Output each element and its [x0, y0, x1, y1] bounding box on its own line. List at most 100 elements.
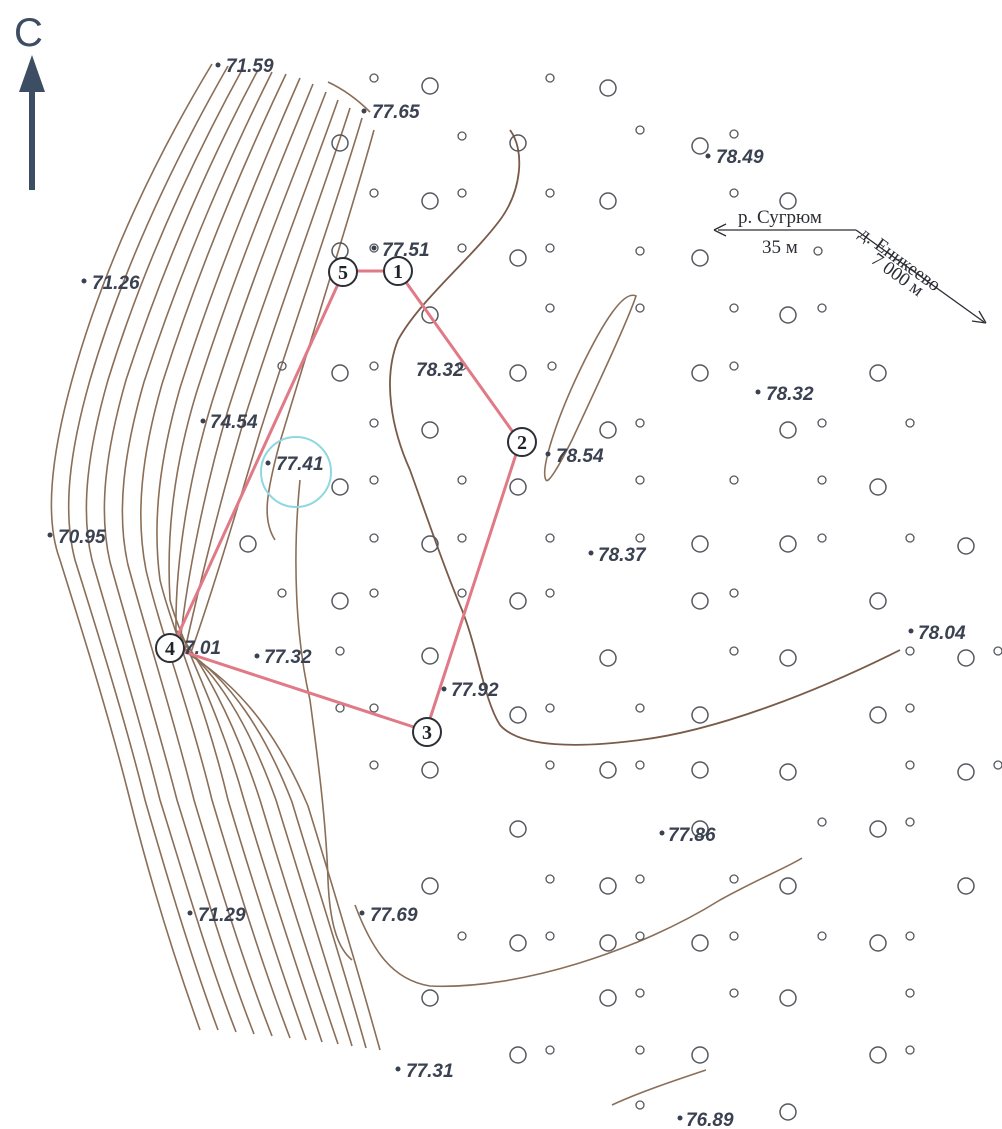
elevation-dot	[265, 460, 271, 466]
tree-symbol	[869, 1046, 887, 1064]
elevation-dot	[200, 418, 206, 424]
tree-symbol	[509, 249, 527, 267]
elevation-dot	[371, 245, 377, 251]
tree-symbol	[421, 989, 439, 1007]
tree-symbol	[729, 188, 739, 198]
tree-symbol	[635, 1100, 645, 1110]
tree-symbol	[635, 418, 645, 428]
tree-symbol	[369, 188, 379, 198]
tree-symbol	[869, 820, 887, 838]
north-arrow-shaft	[29, 84, 35, 190]
elevation-label: 77.31	[406, 1061, 454, 1082]
tree-symbol	[277, 588, 287, 598]
tree-symbol	[691, 592, 709, 610]
tree-symbol	[635, 703, 645, 713]
contour-line	[266, 129, 375, 541]
elevation-dot	[705, 153, 711, 159]
tree-symbol	[635, 246, 645, 256]
tree-symbol	[635, 1045, 645, 1055]
tree-symbol	[691, 761, 709, 779]
contour-line	[354, 857, 803, 988]
tree-symbol	[335, 646, 345, 656]
tree-symbol	[509, 478, 527, 496]
tree-symbol	[817, 931, 827, 941]
tree-symbol	[993, 646, 1002, 656]
tree-symbol	[869, 706, 887, 724]
tree-symbol	[599, 79, 617, 97]
tree-symbol	[957, 763, 975, 781]
tree-symbol	[331, 134, 349, 152]
contour-line	[67, 65, 229, 1031]
tree-symbol	[331, 592, 349, 610]
north-label: С	[14, 11, 43, 55]
tree-symbol	[779, 192, 797, 210]
tree-symbol	[369, 533, 379, 543]
tree-symbol	[905, 988, 915, 998]
tree-symbol	[369, 588, 379, 598]
tree-symbol	[369, 760, 379, 770]
tree-symbol	[905, 760, 915, 770]
elevation-label: 77.65	[372, 102, 420, 123]
elevation-label: 71.29	[198, 905, 246, 926]
tree-symbol	[691, 820, 709, 838]
tree-symbol	[545, 1045, 555, 1055]
tree-symbol	[421, 306, 439, 324]
elevation-label: 74.54	[210, 412, 258, 433]
north-arrow: С	[14, 11, 45, 190]
tree-symbol	[817, 817, 827, 827]
elevation-dot	[545, 451, 551, 457]
tree-symbol	[691, 1046, 709, 1064]
highlight-circle	[260, 436, 332, 508]
tree-symbol	[905, 646, 915, 656]
vertex-1-marker: 1	[383, 256, 413, 286]
elevation-label: 70.95	[58, 527, 106, 548]
tree-symbols	[239, 73, 1002, 1121]
tree-symbol	[957, 537, 975, 555]
vertex-4-marker: 4	[155, 633, 185, 663]
tree-symbol	[545, 188, 555, 198]
tree-symbol	[331, 478, 349, 496]
contour-line	[50, 63, 213, 1031]
vertex-label: 1	[393, 261, 403, 283]
tree-symbol	[635, 931, 645, 941]
river-name: р. Сугрюм	[738, 207, 822, 228]
tree-symbol	[779, 649, 797, 667]
contour-line	[544, 294, 637, 482]
tree-symbol	[599, 192, 617, 210]
tree-symbol	[993, 760, 1002, 770]
elevation-dot	[47, 532, 53, 538]
tree-symbol	[869, 934, 887, 952]
tree-symbol	[509, 706, 527, 724]
tree-symbol	[691, 535, 709, 553]
tree-symbol	[369, 418, 379, 428]
vertex-circle	[507, 427, 537, 457]
elevation-label: 71.59	[226, 56, 274, 77]
tree-symbol	[421, 535, 439, 553]
elevation-dot	[81, 278, 87, 284]
tree-symbol	[691, 364, 709, 382]
direction-indicators: р. Сугрюм 35 м д. Еникеево 7 000 м	[713, 207, 987, 324]
tree-symbol	[635, 475, 645, 485]
village-direction-line	[855, 229, 985, 323]
elevation-dot	[395, 1066, 401, 1072]
elevation-marks: 71.59 77.65 78.49 77.51 71.26 78.32 78.3…	[47, 56, 966, 1129]
tree-symbol	[779, 763, 797, 781]
vertex-2-marker: 2	[507, 427, 537, 457]
elevation-dot	[755, 389, 761, 395]
tree-symbol	[599, 989, 617, 1007]
tree-symbol	[421, 77, 439, 95]
elevation-label: 77.92	[451, 680, 499, 701]
contour-line	[611, 1069, 707, 1106]
contour-line	[168, 83, 323, 1043]
tree-symbol	[635, 125, 645, 135]
elevation-label: 78.32	[416, 360, 464, 381]
tree-symbol	[421, 647, 439, 665]
tree-symbol	[331, 364, 349, 382]
tree-symbol	[905, 1045, 915, 1055]
contour-line	[327, 81, 371, 113]
tree-symbol	[779, 535, 797, 553]
tree-symbol	[369, 475, 379, 485]
tree-symbol	[905, 931, 915, 941]
vertex-circle	[383, 256, 413, 286]
